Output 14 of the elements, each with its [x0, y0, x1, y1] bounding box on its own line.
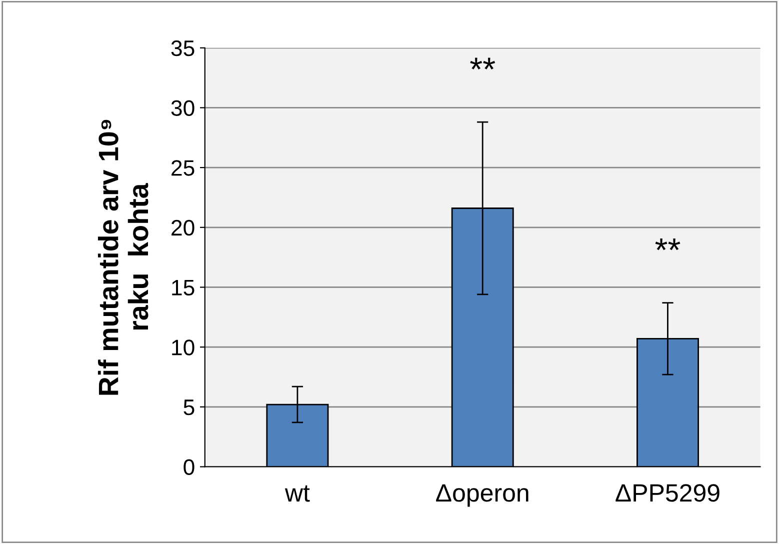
- y-tick-label: 15: [172, 280, 194, 296]
- annotation: **: [470, 58, 496, 70]
- y-tick-label: 5: [184, 400, 194, 416]
- y-axis-title: Rif mutantide arv 10⁹ raku kohta: [98, 120, 148, 395]
- y-tick-label: 0: [184, 459, 194, 476]
- y-tick-label: 30: [171, 100, 194, 116]
- y-tick-label: 35: [171, 40, 194, 56]
- x-tick-label: wt: [284, 485, 310, 502]
- x-tick-label: ΔPP5299: [616, 484, 720, 502]
- x-tick-label: Δoperon: [436, 484, 528, 507]
- y-tick-label: 25: [172, 160, 194, 176]
- annotation: **: [655, 238, 680, 250]
- y-tick-label: 20: [172, 220, 194, 236]
- y-tick-label: 10: [172, 340, 194, 356]
